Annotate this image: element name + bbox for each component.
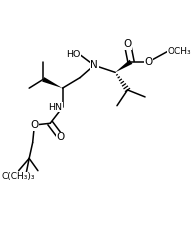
Polygon shape <box>42 77 63 88</box>
Text: OCH₃: OCH₃ <box>168 47 191 56</box>
Text: HN: HN <box>49 103 63 112</box>
Text: O: O <box>123 39 132 49</box>
Text: O: O <box>30 120 39 130</box>
Text: O: O <box>57 132 65 142</box>
Text: O: O <box>144 57 153 67</box>
Text: C(CH₃)₃: C(CH₃)₃ <box>2 173 35 181</box>
Text: N: N <box>90 60 98 70</box>
Polygon shape <box>115 60 132 72</box>
Text: HO: HO <box>66 50 80 59</box>
